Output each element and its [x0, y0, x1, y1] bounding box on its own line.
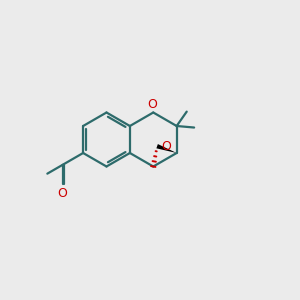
Polygon shape — [156, 144, 177, 153]
Text: O: O — [57, 187, 67, 200]
Text: O: O — [148, 98, 158, 111]
Text: O: O — [162, 140, 172, 153]
